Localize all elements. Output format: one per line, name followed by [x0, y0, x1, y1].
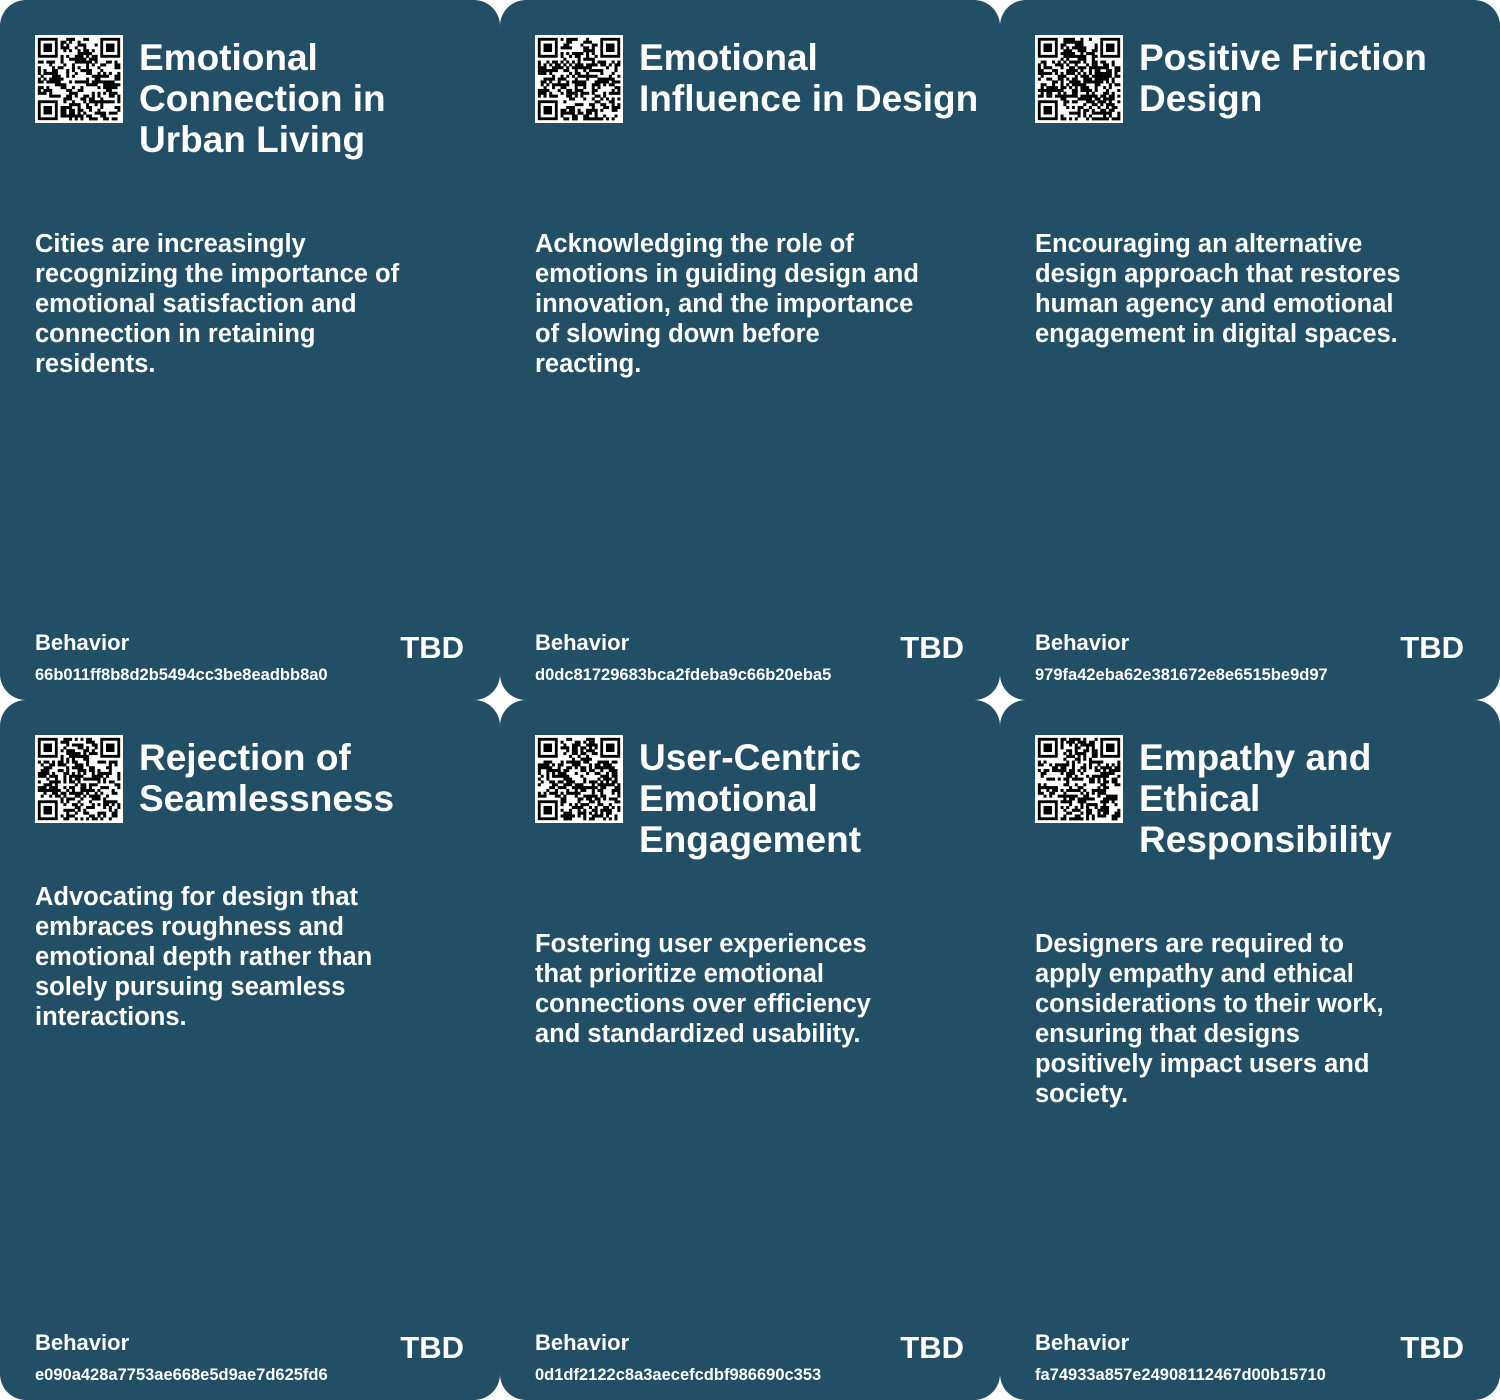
card-description: Acknowledging the role of emotions in gu… [535, 230, 919, 378]
card-category: Behavior [535, 630, 630, 655]
card[interactable]: Emotional Connection in Urban Living Cit… [0, 0, 500, 700]
qr-code-icon [1035, 35, 1123, 123]
card-status: TBD [1400, 1330, 1464, 1365]
qr-code-icon [535, 735, 623, 823]
card[interactable]: User-Centric Emotional Engagement Foster… [500, 700, 1000, 1400]
card-description: Encouraging an alternative design approa… [1035, 230, 1401, 348]
card-description: Advocating for design that embraces roug… [35, 883, 373, 1031]
card-title: Emotional Connection in Urban Living [139, 37, 386, 160]
card-status: TBD [400, 1330, 464, 1365]
card-category: Behavior [35, 1330, 130, 1355]
card-status: TBD [1400, 630, 1464, 665]
card-id: fa74933a857e24908112467d00b15710 [1035, 1366, 1326, 1384]
card[interactable]: Empathy and Ethical Responsibility Desig… [1000, 700, 1500, 1400]
qr-code-icon [35, 735, 123, 823]
card-title: Empathy and Ethical Responsibility [1139, 737, 1392, 860]
card-description: Fostering user experiences that prioriti… [535, 930, 871, 1048]
qr-code-icon [535, 35, 623, 123]
card-title: Rejection of Seamlessness [139, 737, 395, 819]
card[interactable]: Rejection of Seamlessness Advocating for… [0, 700, 500, 1400]
card-title: Emotional Influence in Design [639, 37, 979, 119]
card-category: Behavior [1035, 1330, 1130, 1355]
card-id: 0d1df2122c8a3aecefcdbf986690c353 [535, 1366, 822, 1384]
card-id: e090a428a7753ae668e5d9ae7d625fd6 [35, 1366, 328, 1384]
card-id: 979fa42eba62e381672e8e6515be9d97 [1035, 666, 1328, 684]
card-category: Behavior [535, 1330, 630, 1355]
card-status: TBD [900, 1330, 964, 1365]
card-description: Designers are required to apply empathy … [1035, 930, 1384, 1108]
qr-code-icon [1035, 735, 1123, 823]
card-title: User-Centric Emotional Engagement [639, 737, 862, 860]
card[interactable]: Emotional Influence in Design Acknowledg… [500, 0, 1000, 700]
card-id: d0dc81729683bca2fdeba9c66b20eba5 [535, 666, 832, 684]
card-title: Positive Friction Design [1139, 37, 1427, 119]
card-id: 66b011ff8b8d2b5494cc3be8eadbb8a0 [35, 666, 328, 684]
card-description: Cities are increasingly recognizing the … [35, 230, 400, 378]
card-category: Behavior [35, 630, 130, 655]
card-status: TBD [900, 630, 964, 665]
card[interactable]: Positive Friction Design Encouraging an … [1000, 0, 1500, 700]
card-status: TBD [400, 630, 464, 665]
qr-code-icon [35, 35, 123, 123]
card-category: Behavior [1035, 630, 1130, 655]
